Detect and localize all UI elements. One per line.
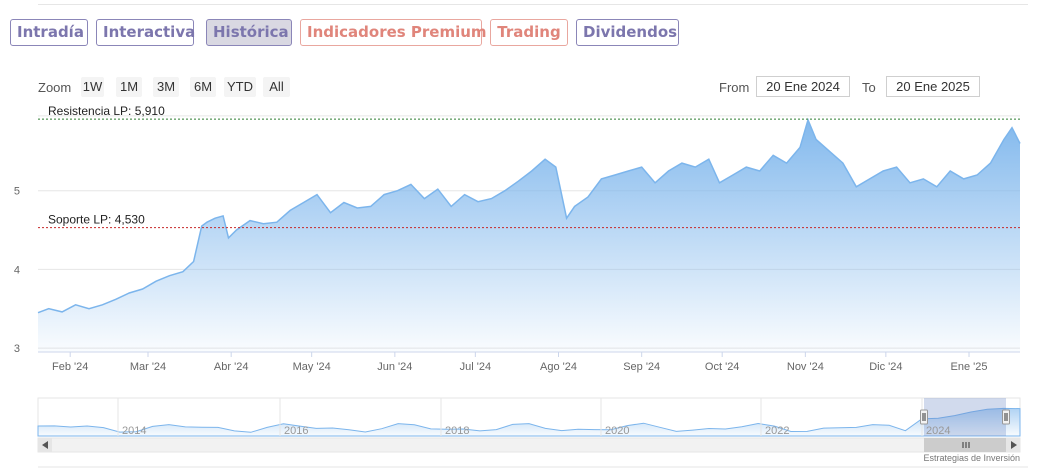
zoom-button-all[interactable]: All [263, 77, 290, 97]
zoom-button-ytd[interactable]: YTD [224, 77, 256, 97]
x-tick-label: Dic '24 [869, 361, 902, 373]
x-tick-label: Oct '24 [705, 361, 740, 373]
frame-top-border [38, 4, 1028, 5]
x-tick-label: Jun '24 [377, 361, 412, 373]
support-label: Soporte LP: 4,530 [48, 213, 145, 227]
tab-interactiva[interactable]: Interactiva [96, 19, 195, 46]
scrollbar-left-arrow-icon [42, 441, 48, 449]
navigator-left-handle [920, 409, 928, 425]
to-label: To [862, 80, 876, 95]
x-tick-label: Abr '24 [214, 361, 249, 373]
y-tick-label: 3 [14, 343, 20, 355]
from-date-input[interactable]: 20 Ene 2024 [756, 76, 850, 97]
zoom-label: Zoom [38, 80, 72, 95]
x-tick-label: Jul '24 [460, 361, 491, 373]
navigator-year-label: 2020 [605, 425, 629, 437]
x-tick-label: Ago '24 [540, 361, 577, 373]
chart-credit: Estrategias de Inversión [923, 453, 1020, 463]
to-date-input[interactable]: 20 Ene 2025 [886, 76, 980, 97]
tab-intradia[interactable]: Intradía [10, 19, 88, 46]
series-line [37, 117, 1021, 314]
x-tick-label: Feb '24 [52, 361, 88, 373]
navigator-year-label: 2024 [926, 425, 950, 437]
tab-trading[interactable]: Trading [490, 19, 568, 46]
x-tick-label: Ene '25 [951, 361, 988, 373]
y-tick-label: 4 [14, 264, 20, 276]
tab-dividendos[interactable]: Dividendos [576, 19, 679, 46]
series-area [38, 119, 1020, 353]
zoom-button-3m[interactable]: 3M [153, 77, 179, 97]
navigator-selection [924, 398, 1006, 436]
navigator-year-label: 2016 [284, 425, 308, 437]
navigator-right-handle [1002, 409, 1010, 425]
tab-indicadores-premium[interactable]: Indicadores Premium [300, 19, 487, 46]
x-tick-label: Sep '24 [623, 361, 660, 373]
scrollbar-track [37, 437, 1021, 453]
navigator-year-label: 2014 [122, 425, 146, 437]
x-tick-label: May '24 [293, 361, 331, 373]
scrollbar-right-arrow-icon [1011, 441, 1017, 449]
resistance-label: Resistencia LP: 5,910 [48, 104, 165, 118]
zoom-button-6m[interactable]: 6M [190, 77, 216, 97]
zoom-button-1w[interactable]: 1W [81, 77, 104, 97]
from-label: From [719, 80, 750, 95]
x-tick-label: Mar '24 [130, 361, 166, 373]
zoom-button-1m[interactable]: 1M [116, 77, 142, 97]
navigator-year-label: 2018 [445, 425, 469, 437]
y-tick-label: 5 [14, 186, 20, 198]
x-tick-label: Nov '24 [787, 361, 824, 373]
navigator-year-label: 2022 [765, 425, 789, 437]
tab-historica[interactable]: Histórica [206, 19, 292, 46]
navigator-series [37, 407, 1021, 437]
